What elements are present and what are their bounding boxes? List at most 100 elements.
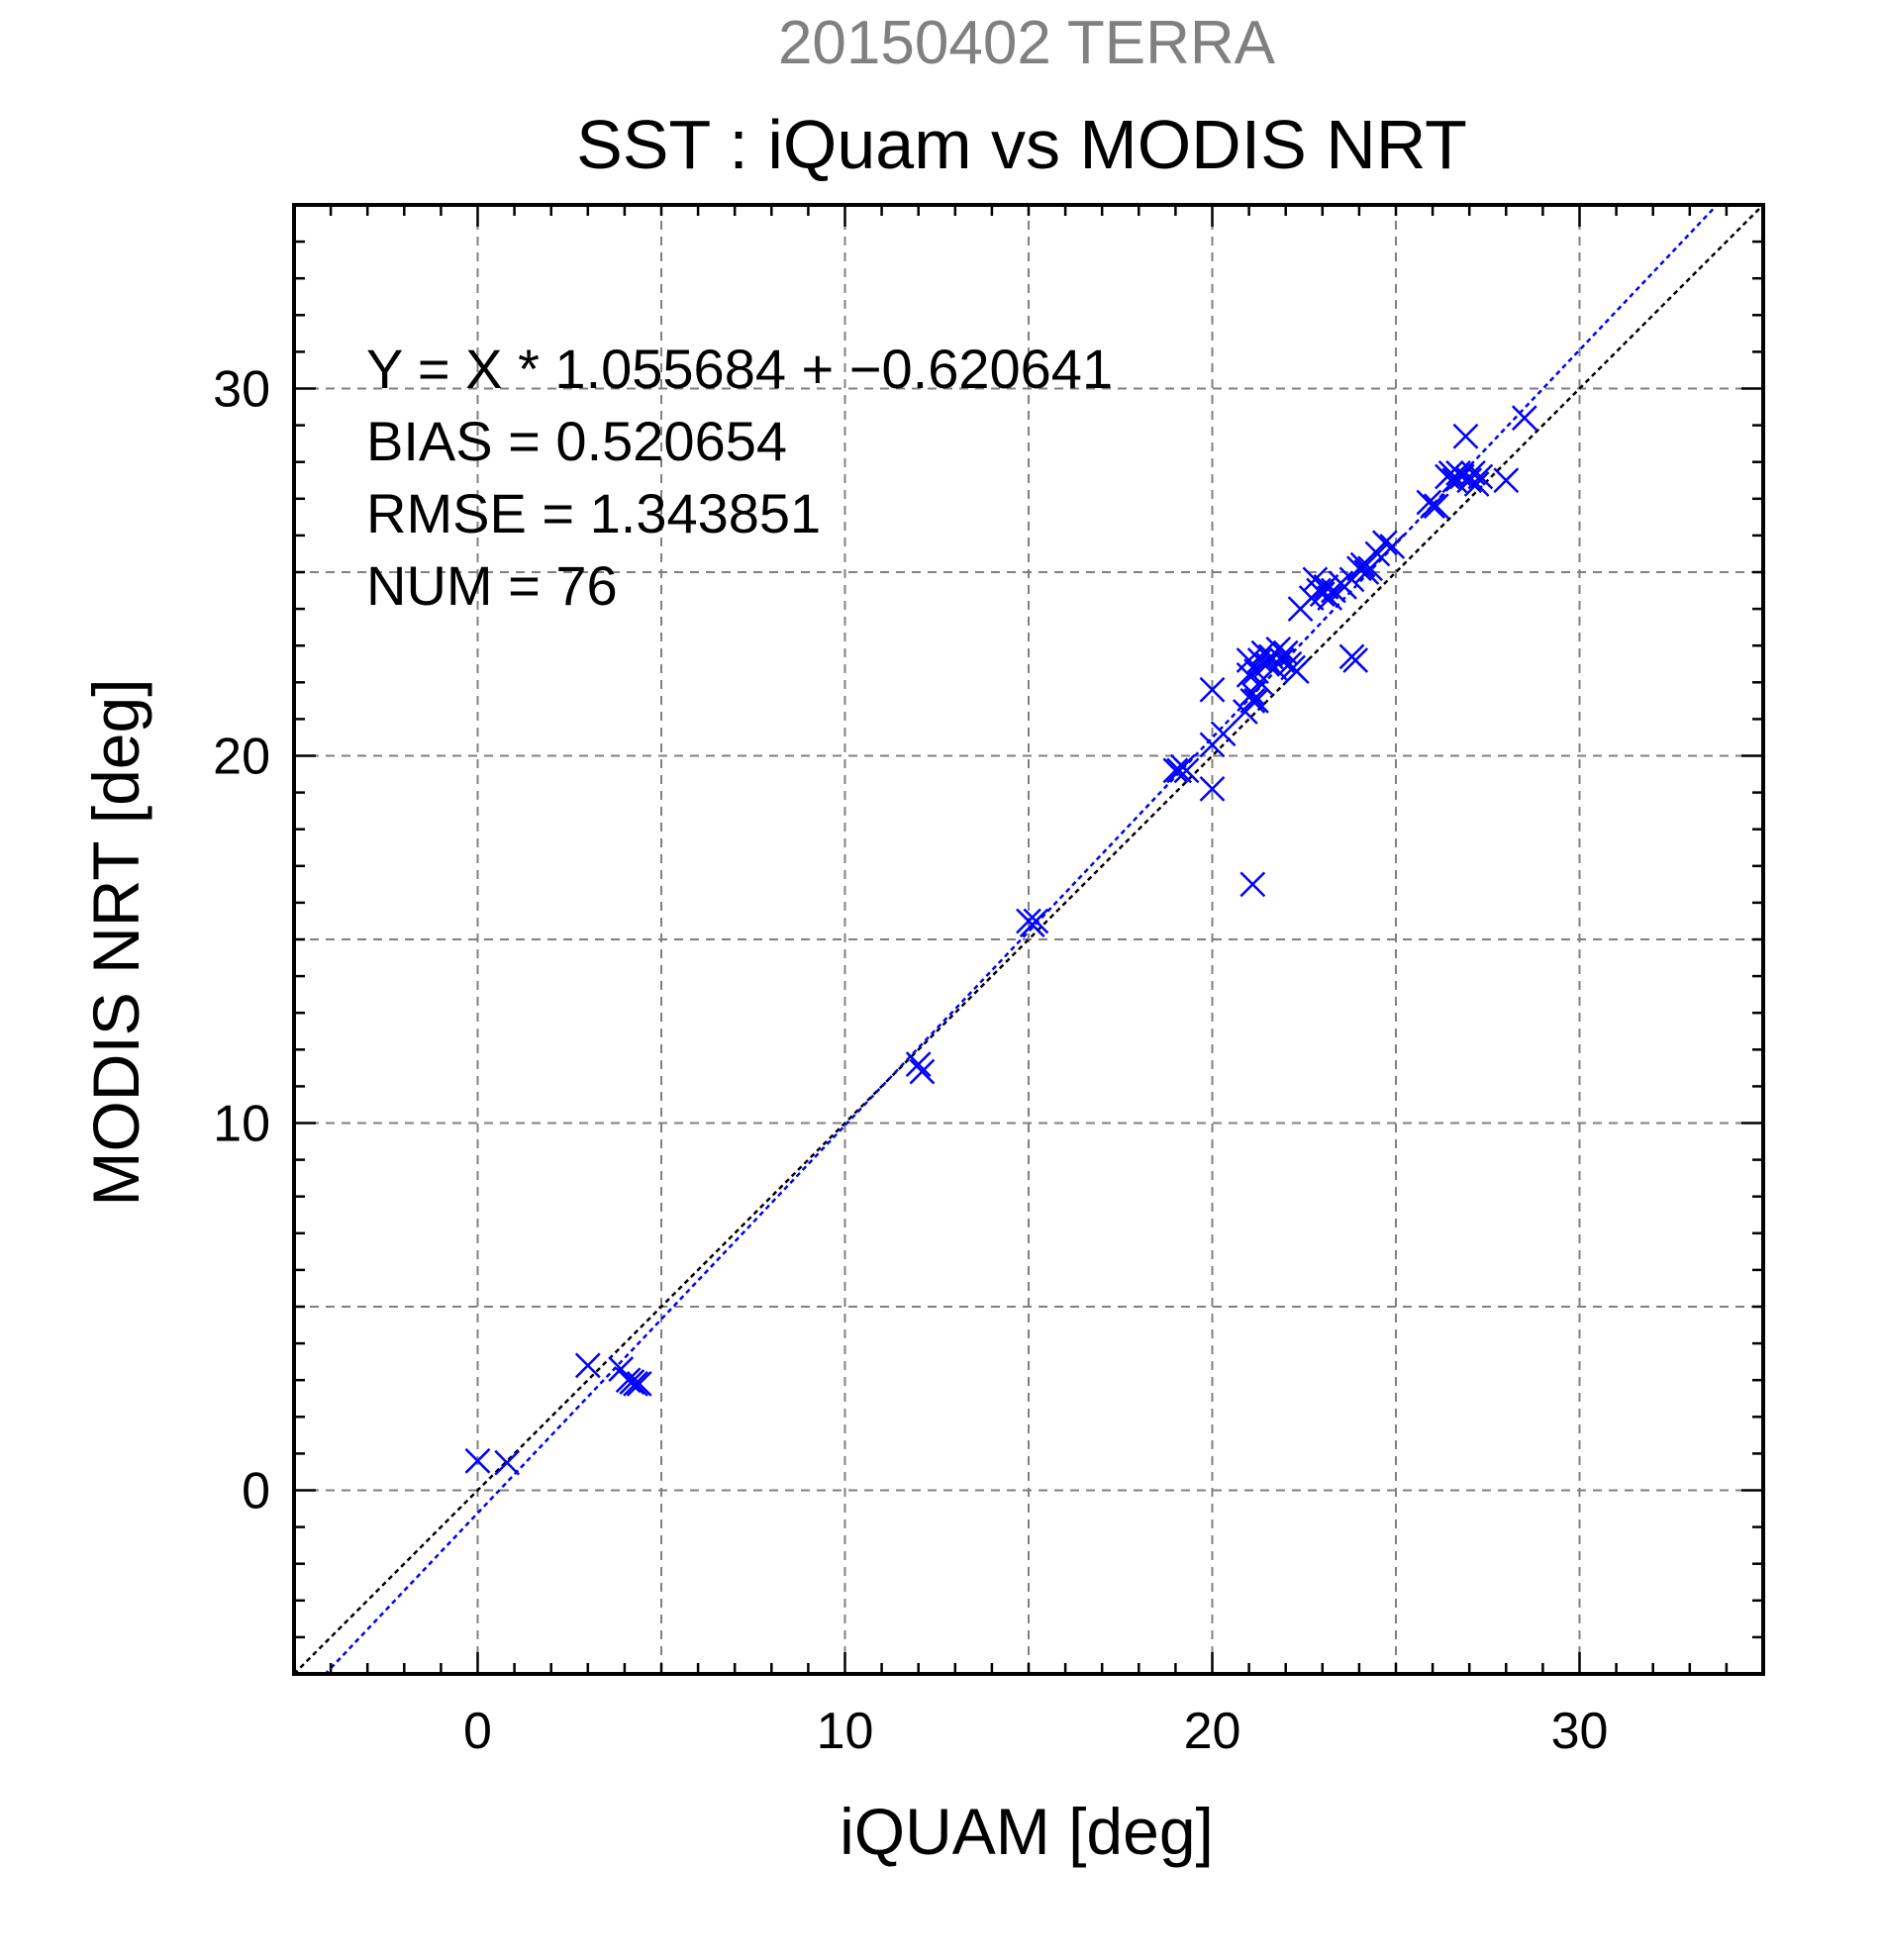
data-point	[1357, 555, 1383, 582]
statistics-box: Y = X * 1.055684 + −0.620641 BIAS = 0.52…	[366, 338, 1113, 617]
stat-num: NUM = 76	[366, 554, 618, 617]
data-point-stroke	[1162, 757, 1189, 784]
x-tick-label: 30	[1551, 1703, 1609, 1760]
data-point-stroke	[1423, 493, 1449, 520]
data-point	[1210, 721, 1237, 747]
y-tick-label: 0	[242, 1463, 270, 1520]
data-point	[1493, 467, 1520, 494]
data-point	[1463, 471, 1490, 497]
data-point	[626, 1371, 652, 1397]
data-point-stroke	[615, 1367, 642, 1394]
data-point	[1239, 871, 1266, 898]
x-tick-label: 20	[1184, 1703, 1241, 1760]
data-point	[905, 1051, 932, 1078]
identity-line	[294, 205, 1763, 1674]
data-point-stroke	[464, 1447, 491, 1474]
data-point	[1269, 647, 1295, 673]
y-tick-label: 30	[213, 361, 270, 419]
data-point-stroke	[1210, 721, 1237, 747]
data-point	[1342, 647, 1369, 673]
data-point-stroke	[909, 1058, 936, 1085]
data-point-stroke	[1265, 637, 1292, 662]
data-point-stroke	[1239, 871, 1266, 898]
data-point-stroke	[1342, 647, 1369, 673]
x-tick-label: 0	[463, 1703, 492, 1760]
data-point	[494, 1449, 521, 1476]
data-point	[1423, 493, 1449, 520]
data-point-stroke	[1493, 467, 1520, 494]
data-point-stroke	[1173, 757, 1200, 784]
data-point	[574, 1352, 601, 1379]
data-point-stroke	[1302, 566, 1329, 593]
data-point	[1023, 908, 1049, 934]
stat-regression: Y = X * 1.055684 + −0.620641	[366, 338, 1113, 400]
data-point	[1349, 551, 1376, 578]
data-point	[464, 1447, 491, 1474]
chart-supertitle: 20150402 TERRA	[778, 9, 1276, 77]
data-point-stroke	[1371, 530, 1398, 556]
data-point	[1254, 650, 1281, 677]
data-point	[1162, 757, 1189, 784]
y-tick-label: 20	[213, 729, 270, 786]
data-point	[1239, 687, 1266, 714]
data-point	[1199, 676, 1226, 703]
data-point	[1467, 463, 1494, 490]
y-tick-label: 10	[213, 1096, 270, 1153]
chart-title: SST : iQuam vs MODIS NRT	[576, 106, 1467, 183]
data-point-stroke	[1239, 687, 1266, 714]
data-point-stroke	[1283, 658, 1310, 685]
reference-lines	[294, 205, 1763, 1674]
stat-rmse: RMSE = 1.343851	[366, 482, 821, 544]
tick-labels: 0 10 20 30 0 10 20 30	[213, 361, 1608, 1761]
grid	[294, 205, 1763, 1674]
data-point-stroke	[1420, 493, 1445, 520]
data-point	[1338, 566, 1365, 593]
data-point	[909, 1058, 936, 1085]
data-point-stroke	[1460, 459, 1486, 486]
data-point	[623, 1371, 648, 1397]
data-point	[1364, 540, 1391, 567]
y-axis-label: MODIS NRT [deg]	[79, 678, 152, 1206]
data-point-stroke	[626, 1371, 652, 1397]
stat-bias: BIAS = 0.520654	[366, 410, 787, 472]
data-point-stroke	[1349, 551, 1376, 578]
data-point-stroke	[1467, 463, 1494, 490]
data-point	[619, 1369, 645, 1395]
data-point	[1317, 585, 1343, 611]
data-point-stroke	[1364, 540, 1391, 567]
data-point-stroke	[1511, 405, 1537, 432]
data-point	[1511, 405, 1537, 432]
data-point	[1379, 534, 1406, 559]
x-tick-label: 10	[817, 1703, 874, 1760]
data-point-stroke	[1254, 650, 1281, 677]
data-point-stroke	[1357, 555, 1383, 582]
data-point-stroke	[1379, 534, 1406, 559]
data-point-stroke	[1199, 776, 1226, 802]
data-point-stroke	[1199, 676, 1226, 703]
data-point-stroke	[1463, 471, 1490, 497]
data-point	[1420, 493, 1445, 520]
data-point-stroke	[1313, 573, 1339, 600]
data-point-stroke	[1239, 680, 1266, 707]
data-point-stroke	[608, 1356, 635, 1382]
data-point-stroke	[574, 1352, 601, 1379]
data-point	[1283, 658, 1310, 685]
data-point-stroke	[905, 1051, 932, 1078]
data-point-stroke	[1317, 585, 1343, 611]
data-point	[1173, 757, 1200, 784]
data-point-stroke	[623, 1371, 648, 1397]
data-point-stroke	[1272, 639, 1299, 666]
data-point-stroke	[1243, 687, 1269, 714]
data-point-stroke	[1269, 647, 1295, 673]
data-point-stroke	[494, 1449, 521, 1476]
x-axis-label: iQUAM [deg]	[840, 1795, 1214, 1868]
data-point-stroke	[1338, 566, 1365, 593]
data-point-stroke	[1437, 459, 1464, 486]
data-point-stroke	[1023, 908, 1049, 934]
data-point	[1452, 423, 1479, 449]
data-point	[1199, 776, 1226, 802]
plot-frame	[292, 203, 1765, 1676]
data-point-stroke	[1250, 639, 1277, 666]
